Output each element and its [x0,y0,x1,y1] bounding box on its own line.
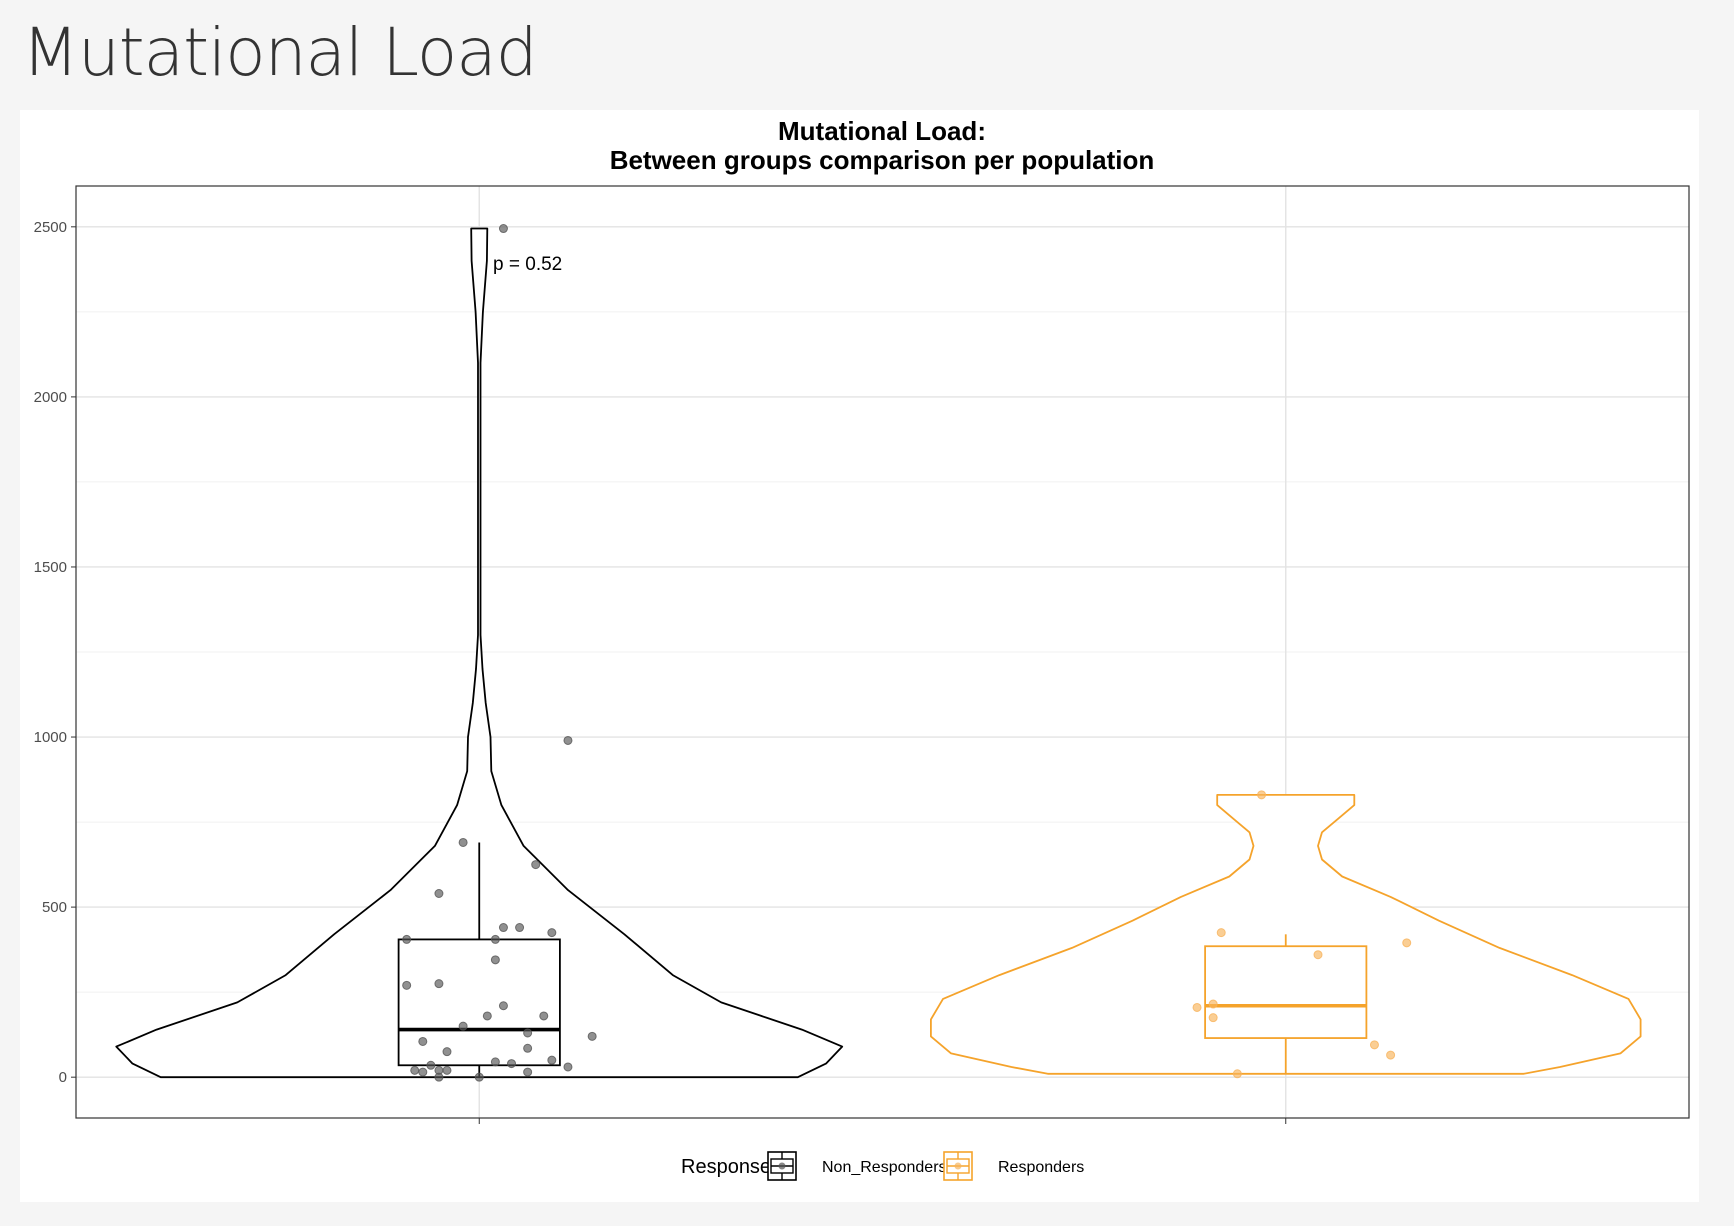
data-point [539,1011,549,1021]
data-point [482,1011,492,1021]
data-point [587,1031,597,1041]
data-point [547,928,557,938]
violin-shape [115,227,844,1079]
violin-chart: Mutational Load: Between groups comparis… [34,116,1690,1181]
legend-key-point [778,1162,786,1170]
legend-key-point [954,1162,962,1170]
group-Responders [930,790,1642,1079]
data-point [1369,1040,1379,1050]
y-tick-label: 2000 [34,389,67,406]
data-point [434,979,444,989]
plot-border [75,185,1690,1119]
y-tick-label: 2500 [34,219,67,236]
legend-title: Response [681,1156,771,1178]
data-point [1208,999,1218,1009]
y-tick-label: 500 [42,899,67,916]
axes: 0 500 1000 1500 2000 2500 [34,219,1287,1124]
page-title: Mutational Load [22,14,538,91]
legend-key-Responders [943,1151,973,1181]
data-point [490,934,500,944]
chart-panel: Mutational Load: Between groups comparis… [20,110,1699,1202]
data-point [1386,1050,1396,1060]
data-point [490,955,500,965]
data-point [523,1028,533,1038]
data-point [563,1062,573,1072]
legend-label: Responders [998,1159,1084,1176]
box-iqr [397,938,561,1067]
group-Non_Responders [115,224,844,1082]
p-value-annotation: p = 0.52 [493,254,562,275]
data-point [498,923,508,933]
legend-label: Non_Responders [822,1159,947,1176]
data-point [1232,1069,1242,1079]
chart-title-line-2: Between groups comparison per population [610,145,1155,175]
plot-data [115,224,1642,1082]
data-point [458,1021,468,1031]
data-point [1402,938,1412,948]
data-point [523,1067,533,1077]
data-point [434,1072,444,1082]
data-point [523,1043,533,1053]
data-point [402,934,412,944]
chart-title-line-1: Mutational Load: [778,116,986,146]
data-point [490,1057,500,1067]
data-point [515,923,525,933]
data-point [402,980,412,990]
data-point [531,860,541,870]
box-iqr [1204,945,1368,1039]
data-point [1208,1013,1218,1023]
data-point [1257,790,1267,800]
data-point [498,224,508,234]
data-point [434,889,444,899]
y-tick-label: 1500 [34,559,67,576]
data-point [418,1067,428,1077]
data-point [1216,928,1226,938]
y-tick-label: 1000 [34,729,67,746]
data-point [1192,1002,1202,1012]
data-point [418,1036,428,1046]
data-point [547,1055,557,1065]
data-point [498,1001,508,1011]
legend: Response Non_Responders Responders [681,1151,1084,1181]
data-point [426,1060,436,1070]
data-point [1313,950,1323,960]
data-point [507,1059,517,1069]
data-point [563,735,573,745]
data-point [410,1065,420,1075]
data-point [458,837,468,847]
y-tick-label: 0 [59,1069,67,1086]
data-point [442,1065,452,1075]
legend-key-Non_Responders [767,1151,797,1181]
data-point [442,1047,452,1057]
data-point [474,1072,484,1082]
